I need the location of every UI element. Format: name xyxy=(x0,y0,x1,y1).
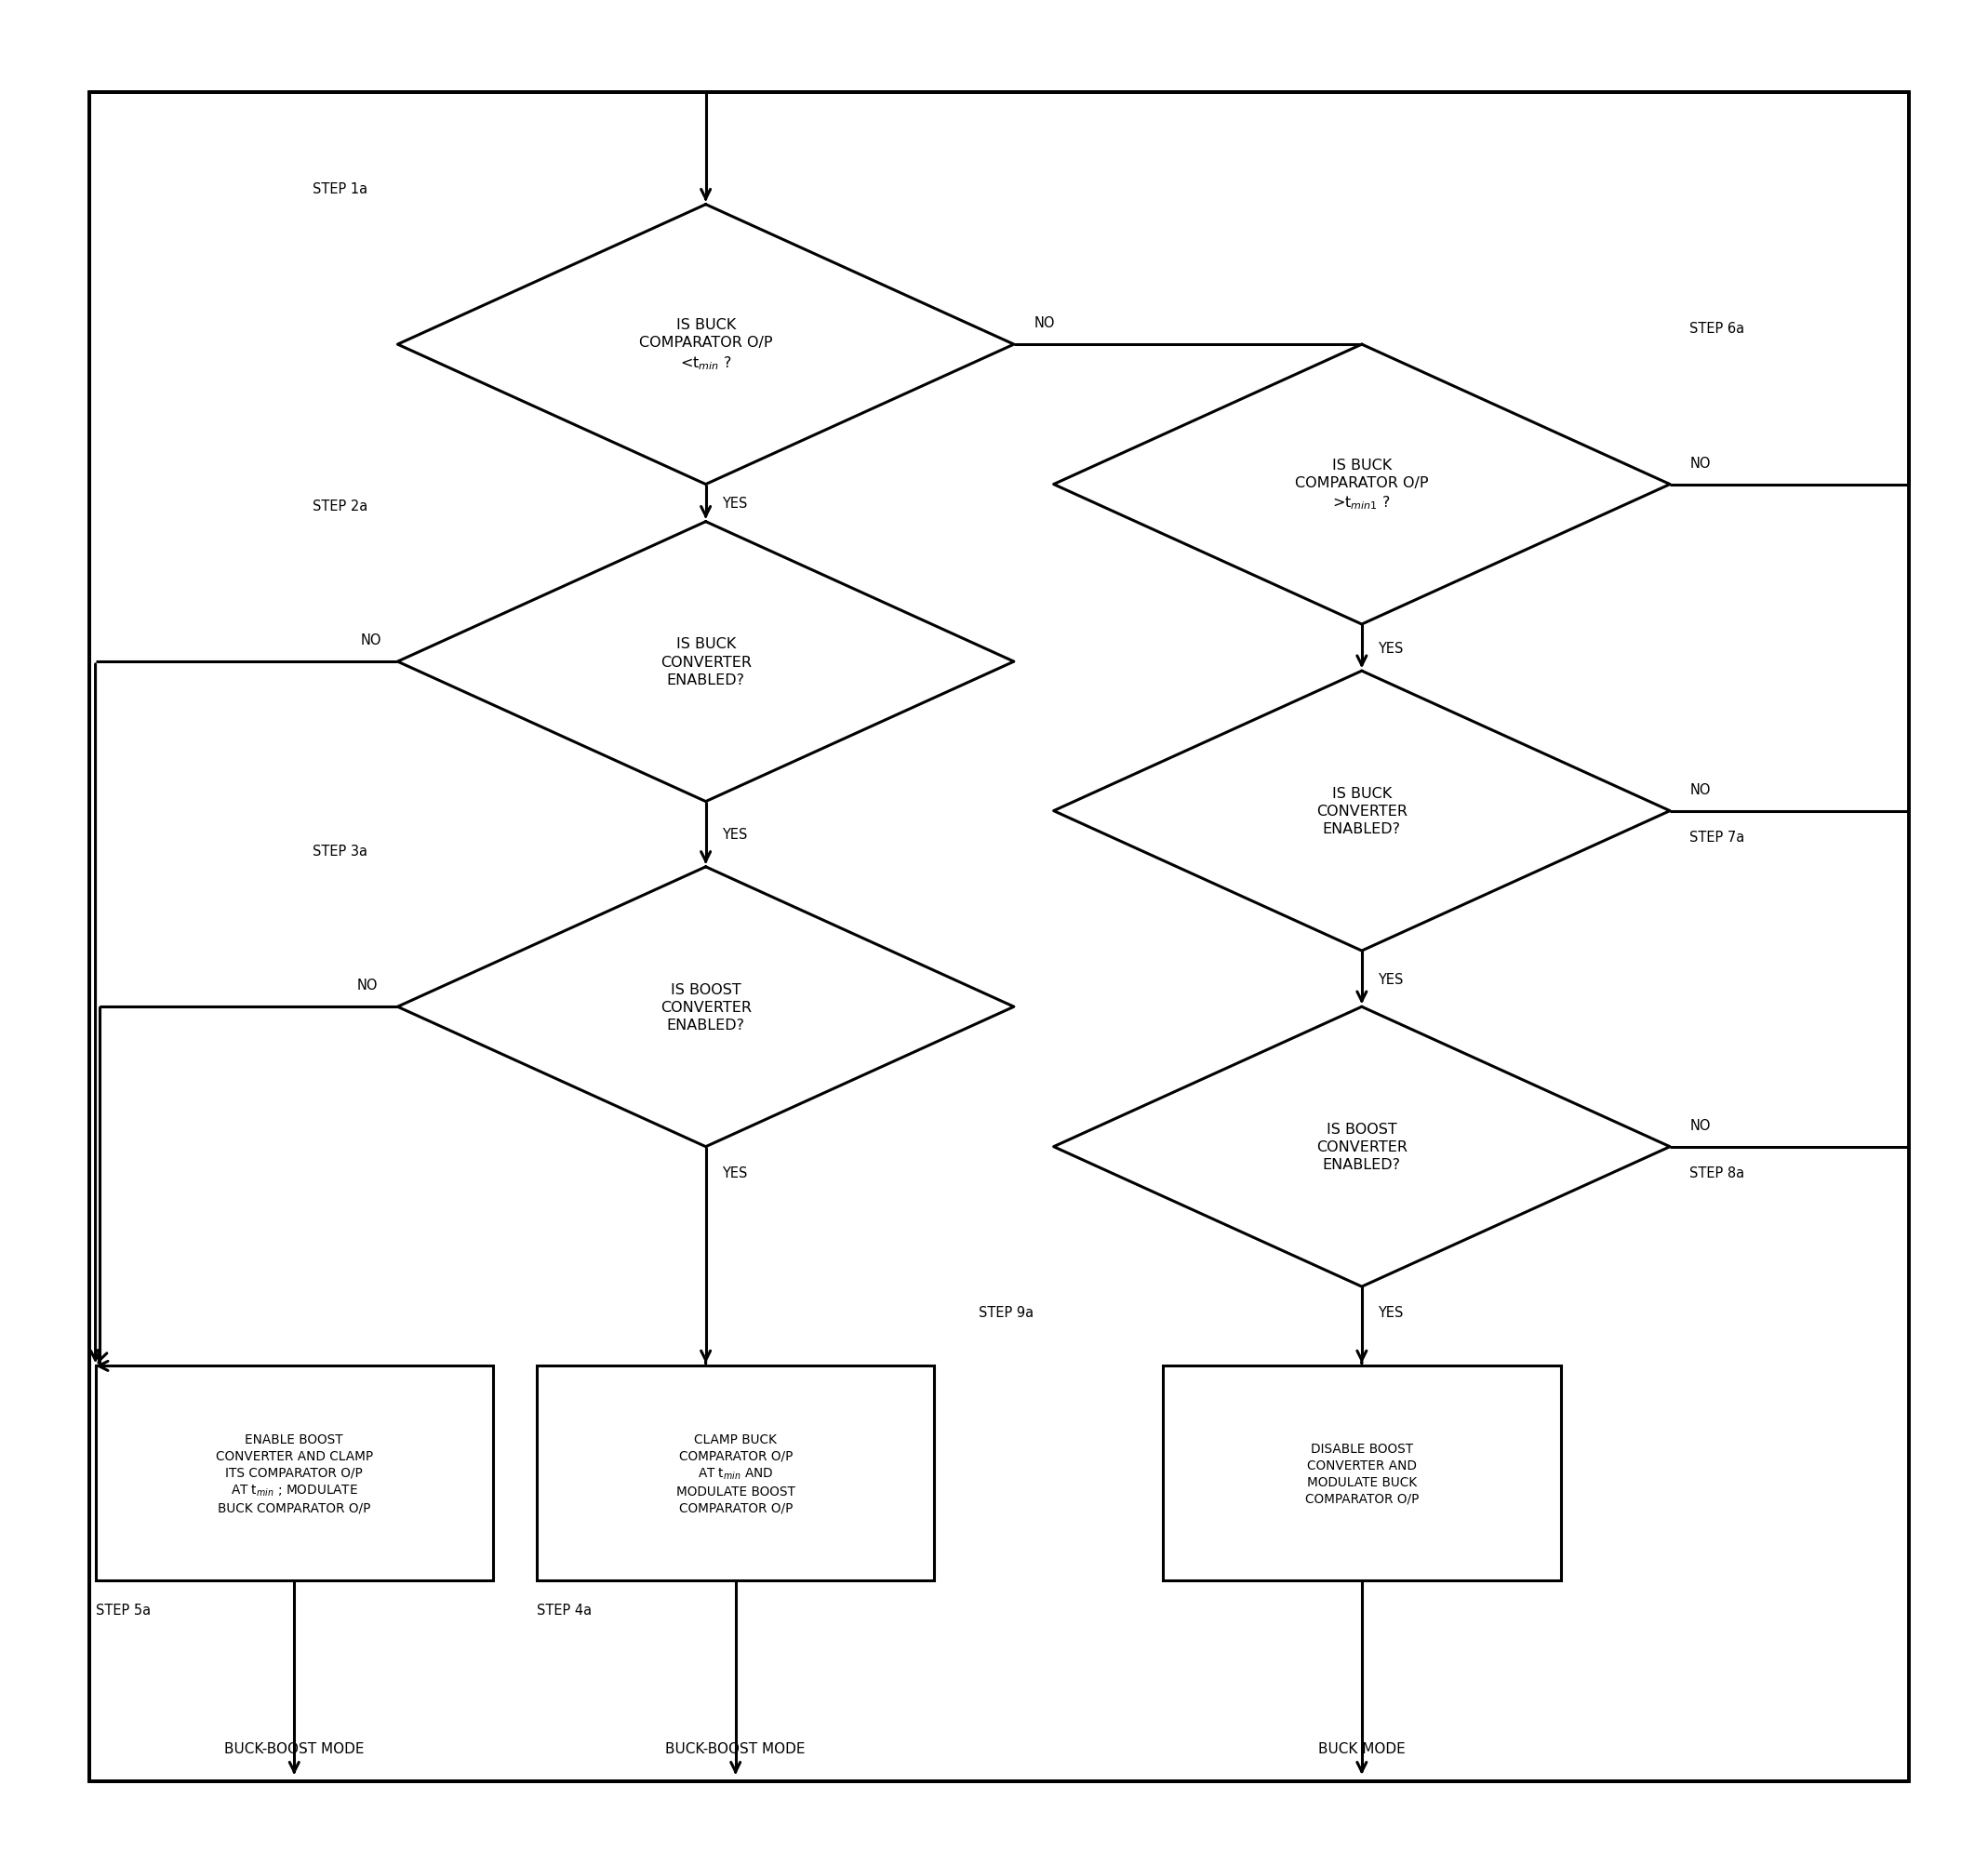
Text: BUCK-BOOST MODE: BUCK-BOOST MODE xyxy=(225,1742,364,1755)
Text: NO: NO xyxy=(1690,783,1712,796)
Text: STEP 2a: STEP 2a xyxy=(312,500,368,513)
Text: YES: YES xyxy=(1378,1306,1404,1319)
Text: DISABLE BOOST
CONVERTER AND
MODULATE BUCK
COMPARATOR O/P: DISABLE BOOST CONVERTER AND MODULATE BUC… xyxy=(1304,1442,1419,1505)
Text: NO: NO xyxy=(356,979,378,992)
Text: NO: NO xyxy=(360,634,382,647)
Text: STEP 4a: STEP 4a xyxy=(537,1604,592,1617)
Text: YES: YES xyxy=(1378,642,1404,655)
Bar xyxy=(95,1365,493,1582)
Bar xyxy=(537,1365,934,1582)
Text: STEP 9a: STEP 9a xyxy=(978,1306,1034,1319)
Text: YES: YES xyxy=(1378,972,1404,987)
Text: IS BUCK
CONVERTER
ENABLED?: IS BUCK CONVERTER ENABLED? xyxy=(660,638,751,686)
Text: IS BUCK
COMPARATOR O/P
>t$_{min1}$ ?: IS BUCK COMPARATOR O/P >t$_{min1}$ ? xyxy=(1294,459,1429,511)
Text: NO: NO xyxy=(1690,457,1712,470)
Text: STEP 5a: STEP 5a xyxy=(95,1604,151,1617)
Text: NO: NO xyxy=(1690,1119,1712,1132)
Text: STEP 3a: STEP 3a xyxy=(312,845,368,858)
Text: STEP 7a: STEP 7a xyxy=(1690,830,1745,843)
Text: IS BOOST
CONVERTER
ENABLED?: IS BOOST CONVERTER ENABLED? xyxy=(660,983,751,1031)
Text: CLAMP BUCK
COMPARATOR O/P
AT t$_{min}$ AND
MODULATE BOOST
COMPARATOR O/P: CLAMP BUCK COMPARATOR O/P AT t$_{min}$ A… xyxy=(676,1432,795,1514)
Text: BUCK MODE: BUCK MODE xyxy=(1318,1742,1406,1755)
Text: IS BUCK
CONVERTER
ENABLED?: IS BUCK CONVERTER ENABLED? xyxy=(1316,787,1408,836)
Text: YES: YES xyxy=(722,496,747,511)
Text: YES: YES xyxy=(722,828,747,841)
Text: IS BOOST
CONVERTER
ENABLED?: IS BOOST CONVERTER ENABLED? xyxy=(1316,1123,1408,1171)
Text: STEP 1a: STEP 1a xyxy=(312,183,368,196)
Bar xyxy=(1163,1365,1561,1582)
Text: IS BUCK
COMPARATOR O/P
<t$_{min}$ ?: IS BUCK COMPARATOR O/P <t$_{min}$ ? xyxy=(638,319,773,371)
Text: NO: NO xyxy=(1034,317,1056,330)
Text: ENABLE BOOST
CONVERTER AND CLAMP
ITS COMPARATOR O/P
AT t$_{min}$ ; MODULATE
BUCK: ENABLE BOOST CONVERTER AND CLAMP ITS COM… xyxy=(215,1432,374,1514)
Text: STEP 6a: STEP 6a xyxy=(1690,323,1745,336)
Text: YES: YES xyxy=(722,1166,747,1179)
Text: STEP 8a: STEP 8a xyxy=(1690,1166,1745,1179)
Text: BUCK-BOOST MODE: BUCK-BOOST MODE xyxy=(666,1742,805,1755)
